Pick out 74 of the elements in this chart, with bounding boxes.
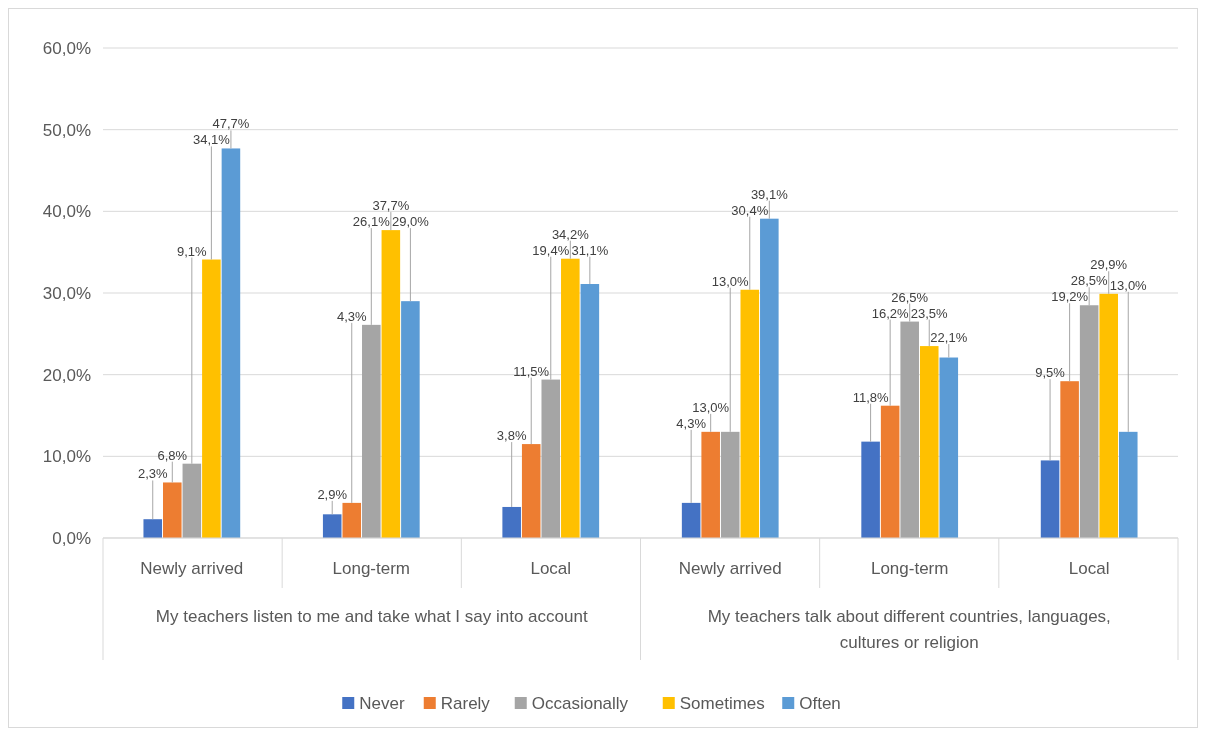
data-label: 39,1% [750,186,789,202]
bar [701,431,720,538]
data-label: 19,4% [532,242,570,258]
data-label: 9,5% [1035,365,1066,381]
data-label: 3,8% [496,428,527,444]
bar [580,284,600,538]
data-label: 34,1% [192,132,231,148]
x-tick-label: Newly arrived [678,559,782,578]
data-label: 4,3% [676,415,707,431]
data-label: 29,9% [1090,257,1128,273]
bar [740,289,760,538]
text: My teachers talk about different countries, languages, cultures or religion [707,607,1111,652]
data-label: 47,7% [212,116,250,132]
bar [381,230,401,538]
bar [521,444,541,538]
bar [502,506,521,538]
bar [163,482,182,538]
data-label: 30,4% [731,202,769,218]
data-label: 37,7% [372,198,410,214]
data-label: 26,1% [352,214,391,230]
bar [880,405,900,538]
x-tick-label: Local [530,559,572,578]
data-label: 2,3% [137,466,168,482]
data-label: 9,1% [177,243,208,259]
data-label: 2,9% [317,486,348,502]
bar [919,346,939,538]
bar [202,259,221,538]
bar [939,357,959,538]
data-label: 6,8% [157,447,188,463]
y-tick-label: 60,0% [42,38,91,58]
data-label: 29,0% [391,214,430,230]
data-label: 23,5% [910,305,949,321]
bar [1118,431,1138,538]
data-label: 26,5% [891,289,929,305]
y-tick-label: 10,0% [42,447,91,467]
legend-label: Never [359,693,405,713]
data-label: 13,0% [711,273,750,289]
legend-label: Rarely [440,693,491,713]
y-tick-label: 30,0% [42,283,91,303]
y-tick-label: 20,0% [42,365,91,385]
data-label: 13,0% [692,399,730,415]
x-tick-label: Local [1068,559,1110,578]
bar [322,514,342,538]
text: My teachers listen to me and take what I say into account [155,607,588,626]
data-label: 22,1% [930,330,968,346]
y-tick-label: 50,0% [42,120,91,140]
legend-label: Occasionally [531,693,629,713]
data-label: 16,2% [871,305,910,321]
data-label: 31,1% [571,242,609,258]
x-tick-label: Newly arrived [140,559,244,578]
bar [1040,460,1060,538]
bar [561,258,580,538]
bar [342,502,362,538]
data-label: 4,3% [336,308,368,324]
legend-label: Sometimes [679,693,765,713]
bar [681,502,701,538]
bar [760,218,779,538]
y-tick-label: 40,0% [42,202,91,222]
data-label: 19,2% [1051,289,1089,305]
data-label: 11,5% [513,363,550,379]
bar [1099,293,1118,538]
bar [221,148,241,538]
data-label: 34,2% [551,226,590,242]
data-label: 13,0% [1109,277,1148,293]
bar [401,301,420,538]
y-tick-label: 0,0% [52,528,91,548]
bar [861,441,880,538]
legend-label: Often [799,693,841,713]
x-tick-label: Long-term [870,559,949,578]
x-tick-label: Long-term [332,559,411,578]
bar [1060,381,1079,538]
bar [143,519,163,538]
data-label: 11,8% [852,389,889,405]
data-label: 28,5% [1070,273,1109,289]
